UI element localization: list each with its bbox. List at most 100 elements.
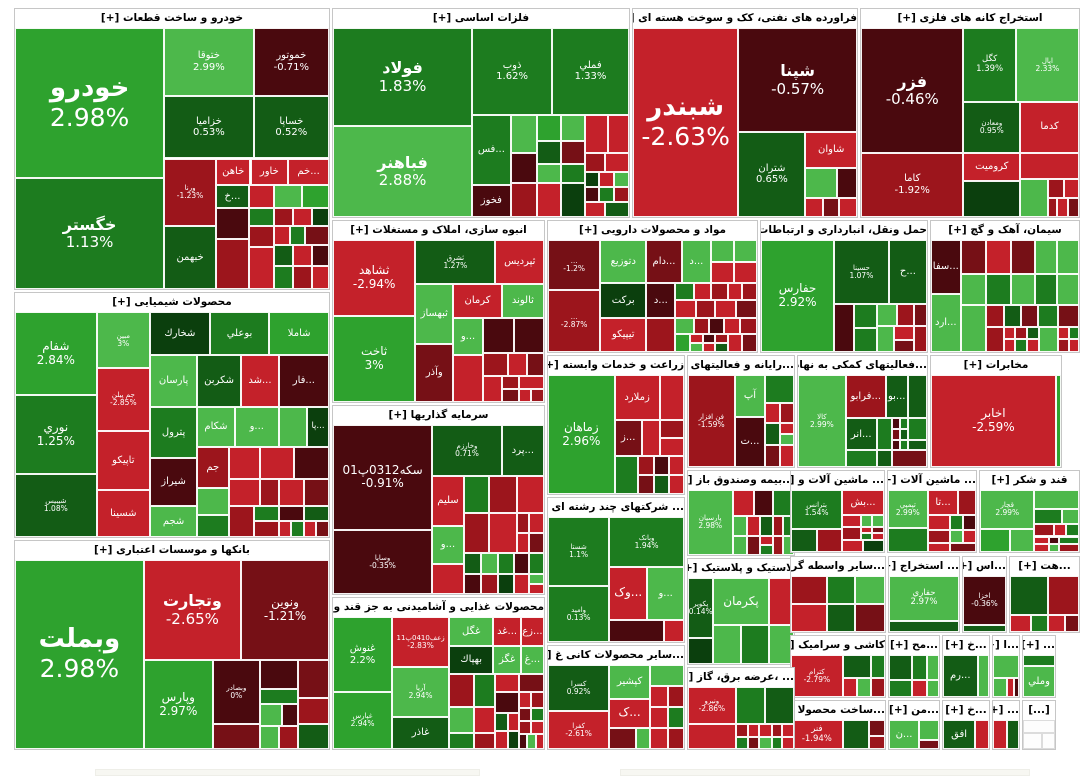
treemap-tile[interactable]	[495, 713, 509, 731]
treemap-tile[interactable]: ذوب 1.62%	[472, 28, 553, 115]
treemap-tile[interactable]	[659, 375, 684, 421]
treemap-tile[interactable]	[1020, 152, 1079, 180]
sector-header-financial-aux[interactable]: ...فعالیتهای کمکی به نهاده [+]	[798, 356, 927, 374]
treemap-tile[interactable]: کرومیت	[963, 152, 1021, 182]
treemap-tile[interactable]	[311, 244, 329, 266]
treemap-tile[interactable]	[212, 724, 260, 749]
treemap-tile[interactable]	[278, 478, 304, 506]
treemap-tile[interactable]	[1034, 508, 1063, 525]
treemap-tile[interactable]	[1034, 524, 1055, 537]
treemap-tile[interactable]	[860, 533, 872, 540]
treemap-tile[interactable]	[826, 604, 855, 632]
treemap-tile[interactable]	[690, 343, 703, 352]
treemap-tile[interactable]	[877, 326, 894, 352]
treemap-tile[interactable]	[1056, 240, 1079, 274]
treemap-tile[interactable]	[742, 334, 757, 352]
treemap-tile[interactable]: ...ت	[734, 417, 766, 467]
treemap-tile[interactable]: بترانس 1.54%	[791, 490, 843, 530]
treemap-tile[interactable]	[248, 226, 275, 248]
sector-header-sector-moh[interactable]: ...مح [+]	[889, 636, 939, 654]
treemap-tile[interactable]	[842, 655, 871, 679]
treemap-tile[interactable]	[907, 418, 927, 441]
treemap-tile[interactable]	[760, 545, 773, 555]
treemap-tile[interactable]	[854, 576, 885, 604]
sector-header-chemicals[interactable]: محصولات شیمیایی [+]	[15, 293, 329, 311]
treemap-tile[interactable]: ثاخت 3%	[333, 316, 416, 402]
treemap-tile[interactable]: کپشیر	[609, 665, 650, 699]
treemap-tile[interactable]	[1021, 304, 1038, 328]
treemap-tile[interactable]	[759, 736, 772, 749]
treemap-tile[interactable]	[463, 573, 481, 594]
treemap-tile[interactable]	[529, 583, 544, 594]
sector-header-sector-dots-1[interactable]: ... [+]	[1023, 636, 1055, 654]
treemap-tile[interactable]	[1066, 524, 1079, 537]
treemap-tile[interactable]: ...غد	[493, 617, 521, 647]
treemap-tile[interactable]: خاهن	[215, 158, 251, 185]
treemap-tile[interactable]	[734, 240, 757, 263]
treemap-tile[interactable]: نوري 1.25%	[15, 395, 97, 474]
treemap-tile[interactable]	[962, 530, 976, 543]
sector-header-metal-products[interactable]: ...ساخت محصولا [+]	[791, 701, 885, 719]
treemap-tile[interactable]: ...رم	[943, 655, 978, 697]
treemap-tile[interactable]: ...سفا	[931, 240, 961, 294]
treemap-tile[interactable]	[432, 563, 464, 594]
treemap-tile[interactable]: ...فرابو	[845, 375, 886, 419]
treemap-tile[interactable]	[919, 740, 939, 749]
treemap-tile[interactable]: ...ن	[889, 720, 919, 749]
treemap-tile[interactable]	[760, 516, 773, 536]
treemap-tile[interactable]	[782, 736, 794, 749]
treemap-tile[interactable]	[259, 478, 279, 506]
treemap-tile[interactable]	[516, 512, 530, 534]
sector-header-machinery-1[interactable]: ... ماشین آلات و [+]	[791, 471, 884, 489]
treemap-tile[interactable]: فملي 1.33%	[552, 28, 629, 115]
treemap-tile[interactable]: شیبیس 1.08%	[15, 474, 97, 537]
sector-header-food[interactable]: محصولات غذایی و آشامیدنی به جز قند و شکر…	[333, 598, 544, 616]
treemap-tile[interactable]	[735, 724, 749, 737]
sector-header-other-brokers[interactable]: ...سایر واسطه گر [+]	[791, 557, 885, 575]
treemap-tile[interactable]: ...خ	[215, 184, 249, 209]
treemap-tile[interactable]	[1010, 273, 1035, 305]
treemap-tile[interactable]: ...بش	[842, 490, 884, 515]
treemap-tile[interactable]	[842, 678, 857, 697]
sector-header-machinery-2[interactable]: ... ماشین آلات [+]	[888, 471, 976, 489]
treemap-tile[interactable]	[614, 186, 629, 202]
treemap-tile[interactable]	[297, 724, 329, 749]
treemap-tile[interactable]	[856, 678, 871, 697]
treemap-tile[interactable]: غپارس 2.94%	[333, 692, 393, 749]
treemap-tile[interactable]	[274, 208, 293, 227]
treemap-tile[interactable]	[817, 529, 843, 552]
treemap-tile[interactable]	[305, 226, 329, 245]
sector-header-other-minerals[interactable]: ...سایر محصولات کانی غ [+]	[548, 646, 684, 664]
treemap-tile[interactable]	[960, 273, 986, 305]
treemap-tile[interactable]	[531, 692, 544, 709]
treemap-tile[interactable]	[892, 429, 900, 441]
treemap-tile[interactable]	[667, 707, 684, 728]
treemap-tile[interactable]	[853, 328, 878, 352]
treemap-tile[interactable]: بوعلي	[209, 312, 270, 355]
treemap-tile[interactable]	[248, 184, 275, 209]
treemap-tile[interactable]: وملي	[1023, 665, 1055, 697]
treemap-tile[interactable]	[1015, 338, 1028, 352]
treemap-tile[interactable]	[518, 692, 532, 709]
treemap-tile[interactable]	[197, 487, 229, 515]
sector-header-banks[interactable]: بانکها و موسسات اعتباری [+]	[15, 541, 329, 559]
treemap-tile[interactable]	[289, 226, 306, 245]
treemap-tile[interactable]	[791, 576, 827, 604]
sector-header-hotels[interactable]: ...هت [+]	[1010, 557, 1079, 575]
treemap-tile[interactable]	[958, 490, 976, 515]
treemap-tile[interactable]	[514, 553, 530, 574]
treemap-tile[interactable]	[518, 734, 528, 749]
treemap-tile[interactable]	[688, 724, 736, 749]
treemap-tile[interactable]	[748, 724, 759, 737]
treemap-tile[interactable]	[584, 114, 609, 153]
treemap-tile[interactable]	[274, 184, 303, 209]
treemap-tile[interactable]	[518, 673, 544, 693]
treemap-tile[interactable]: دتوزیع	[600, 240, 647, 283]
treemap-tile[interactable]: شکربن	[197, 354, 242, 407]
treemap-tile[interactable]	[913, 326, 927, 352]
treemap-tile[interactable]: ...فار	[278, 354, 329, 407]
treemap-tile[interactable]: حفاري 2.97%	[889, 576, 959, 621]
treemap-tile[interactable]	[871, 533, 884, 540]
treemap-tile[interactable]: خساپا 0.52%	[253, 95, 329, 159]
treemap-tile[interactable]	[860, 514, 872, 528]
